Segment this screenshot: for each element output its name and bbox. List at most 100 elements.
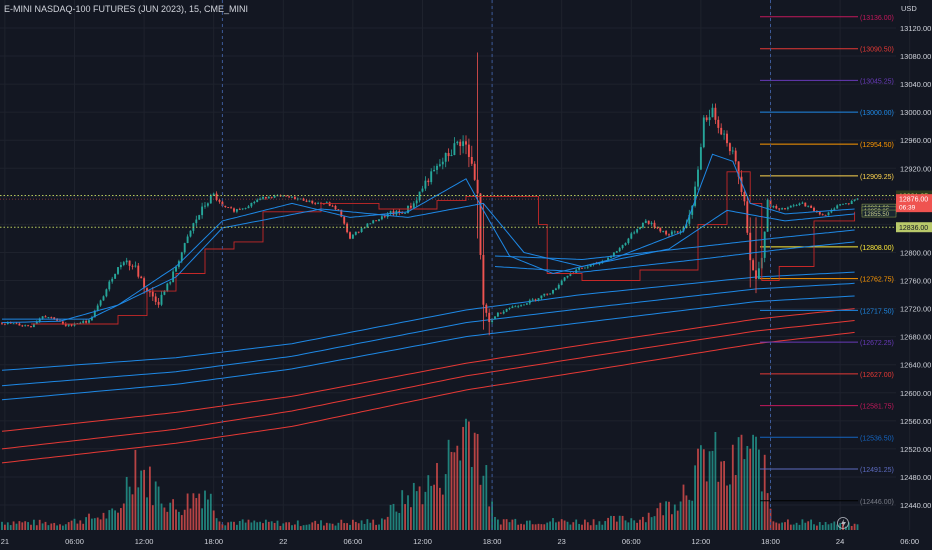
candle-body: [169, 282, 172, 284]
candle-body: [752, 260, 755, 271]
x-tick-label: 18:00: [483, 537, 502, 546]
volume-bar: [227, 522, 230, 530]
volume-bar: [108, 510, 111, 530]
candle-body: [218, 199, 221, 202]
candle-body: [401, 212, 404, 214]
volume-bar: [491, 501, 493, 530]
volume-bar: [729, 484, 731, 530]
candle-body: [146, 288, 148, 292]
volume-bar: [644, 522, 647, 530]
candle-body: [90, 317, 93, 321]
current-price-tag: [896, 194, 932, 213]
volume-bar: [705, 481, 708, 530]
volume-bar: [546, 522, 549, 530]
candle-body: [488, 312, 491, 323]
candle-body: [407, 205, 409, 214]
candle-body: [375, 220, 378, 222]
volume-bar: [262, 523, 264, 530]
candle-body: [27, 325, 30, 327]
candle-body: [482, 254, 485, 305]
volume-bar: [415, 491, 418, 530]
candle-body: [383, 216, 386, 218]
volume-bar: [407, 495, 409, 530]
candle-body: [186, 236, 189, 244]
y-tick-label: 12600.00: [900, 389, 931, 398]
y-tick-label: 13000.00: [900, 108, 931, 117]
candle-body: [772, 206, 775, 208]
volume-bar: [824, 521, 827, 530]
candle-body: [206, 203, 209, 206]
volume-bar: [4, 524, 6, 530]
volume-bar: [218, 521, 221, 530]
y-tick-label: 12920.00: [900, 164, 931, 173]
candle-body: [647, 220, 650, 224]
volume-bar: [769, 508, 772, 530]
volume-bar: [763, 454, 766, 530]
candle-body: [241, 208, 244, 210]
volume-bar: [563, 520, 566, 530]
candle-body: [717, 119, 720, 128]
volume-bar: [737, 437, 740, 530]
candle-body: [183, 243, 186, 253]
volume-bar: [91, 518, 93, 530]
volume-bar: [410, 507, 412, 530]
volume-bar: [259, 521, 261, 530]
candle-body: [302, 198, 305, 201]
lightning-icon[interactable]: [837, 517, 849, 529]
volume-bar: [430, 485, 433, 530]
candle-body: [798, 203, 801, 205]
candle-body: [676, 231, 679, 233]
volume-bar: [708, 451, 711, 530]
x-tick-label: 18:00: [761, 537, 780, 546]
volume-bar: [441, 494, 444, 530]
candle-body: [253, 201, 256, 203]
candle-body: [763, 231, 766, 258]
time-axis[interactable]: 21 06:00 12:00 18:00 22 06:00 12:00 18:00 23 06:0…: [1, 537, 919, 546]
candle-body: [360, 228, 363, 233]
candle-body: [514, 306, 517, 308]
volume-bar: [33, 519, 35, 530]
candle-body: [325, 202, 328, 204]
volume-bar: [792, 524, 795, 530]
volume-bar: [111, 508, 114, 530]
volume-bar: [766, 493, 769, 530]
candle-body: [41, 316, 44, 319]
volume-bar: [560, 519, 563, 530]
volume-bar: [12, 521, 15, 530]
volume-bar: [38, 519, 41, 530]
candle-body: [201, 206, 204, 216]
candle-body: [38, 318, 41, 322]
volume-bar: [673, 504, 676, 530]
candle-body: [467, 144, 470, 157]
pivot-label: (12536.50): [860, 435, 894, 442]
candle-body: [728, 143, 731, 152]
volume-bar: [850, 525, 853, 530]
volume-bar: [787, 519, 789, 530]
candle-body: [714, 107, 717, 120]
cluster-tag: [861, 209, 897, 218]
candle-body: [337, 209, 340, 211]
volume-bar: [613, 515, 615, 530]
volume-bar: [607, 517, 609, 530]
candle-body: [444, 153, 447, 162]
volume-bar: [169, 502, 172, 530]
candle-body: [148, 291, 151, 293]
volume-bar: [688, 499, 691, 530]
candle-body: [697, 169, 699, 187]
volume-bar: [27, 522, 29, 530]
candle-body: [847, 203, 850, 205]
candle-body: [842, 203, 844, 205]
volume-bar: [253, 520, 256, 530]
volume-bar: [845, 526, 847, 530]
candle-body: [114, 273, 117, 279]
candle-body: [244, 208, 247, 209]
volume-bar: [9, 525, 12, 530]
volume-bar: [734, 475, 737, 530]
candle-body: [784, 208, 786, 209]
candle-body: [540, 295, 543, 299]
chart-title: E-MINI NASDAQ-100 FUTURES (JUN 2023), 15…: [4, 4, 249, 14]
volume-bar: [589, 525, 592, 530]
volume-bar: [256, 522, 259, 530]
y-tick-label: 12480.00: [900, 473, 931, 482]
